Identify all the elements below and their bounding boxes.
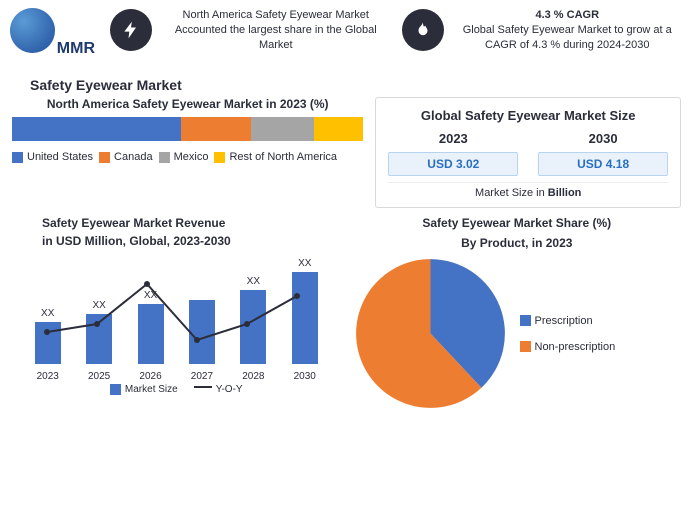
- bar-value-label: XX: [247, 276, 260, 287]
- na-legend: United States Canada Mexico Rest of North A…: [12, 151, 363, 163]
- revenue-bar: XX: [138, 304, 164, 364]
- swatch-icon: [12, 152, 23, 163]
- x-label: 2026: [139, 371, 161, 382]
- pie-row: Prescription Non-prescription: [353, 256, 682, 411]
- ms-col-2023: 2023 USD 3.02: [388, 131, 518, 176]
- header-row: MMR North America Safety Eyewear Market …: [0, 0, 693, 71]
- legend-item: Mexico: [159, 151, 209, 163]
- swatch-icon: [214, 152, 225, 163]
- legend-yoy: Y-O-Y: [194, 384, 243, 395]
- stacked-seg: [12, 117, 181, 141]
- pie-legend: Prescription Non-prescription: [520, 315, 616, 353]
- bar-value-label: XX: [92, 300, 105, 311]
- flame-icon: [402, 9, 444, 51]
- stacked-seg: [314, 117, 363, 141]
- lightning-icon: [110, 9, 152, 51]
- x-label: 2030: [294, 371, 316, 382]
- ms-value: USD 4.18: [538, 152, 668, 176]
- x-label: 2027: [191, 371, 213, 382]
- mid-row: North America Safety Eyewear Market in 2…: [0, 97, 693, 208]
- pie-legend-item: Prescription: [520, 315, 616, 327]
- revenue-bar-area: XX XX XX XX XX 2023 2025 2026 2027 2028 2030: [12, 252, 341, 382]
- market-size-panel: Global Safety Eyewear Market Size 2023 U…: [375, 97, 681, 208]
- legend-label: Rest of North America: [229, 151, 337, 163]
- legend-item: United States: [12, 151, 93, 163]
- pie-legend-label: Prescription: [535, 315, 593, 327]
- revenue-title-1: Safety Eyewear Market Revenue: [42, 216, 341, 230]
- x-label: 2028: [242, 371, 264, 382]
- page-title: Safety Eyewear Market: [30, 77, 693, 93]
- ms-col-2030: 2030 USD 4.18: [538, 131, 668, 176]
- stat2-text: 4.3 % CAGR Global Safety Eyewear Market …: [452, 8, 684, 53]
- stat-box-na-share: North America Safety Eyewear Market Acco…: [110, 8, 392, 53]
- revenue-bar: XX: [35, 322, 61, 364]
- na-chart-panel: North America Safety Eyewear Market in 2…: [12, 97, 363, 208]
- pie-title-1: Safety Eyewear Market Share (%): [353, 216, 682, 230]
- revenue-title-2: in USD Million, Global, 2023-2030: [42, 234, 341, 248]
- brand-logo: MMR: [10, 8, 100, 63]
- pie-title-2: By Product, in 2023: [353, 236, 682, 250]
- bar-value-label: XX: [41, 308, 54, 319]
- x-label: 2023: [37, 371, 59, 382]
- legend-label: Canada: [114, 151, 153, 163]
- market-size-footer: Market Size in Billion: [388, 182, 668, 199]
- pie-legend-label: Non-prescription: [535, 341, 616, 353]
- stacked-seg: [251, 117, 314, 141]
- ms-value: USD 3.02: [388, 152, 518, 176]
- ms-year: 2023: [388, 131, 518, 146]
- revenue-x-labels: 2023 2025 2026 2027 2028 2030: [22, 371, 331, 382]
- legend-market-size: Market Size: [110, 384, 178, 395]
- ms-footer-prefix: Market Size in: [475, 187, 548, 199]
- na-chart-title: North America Safety Eyewear Market in 2…: [12, 97, 363, 111]
- globe-icon: [10, 8, 55, 53]
- market-size-title: Global Safety Eyewear Market Size: [388, 108, 668, 123]
- cagr-title: 4.3 % CAGR: [452, 8, 684, 23]
- cagr-desc: Global Safety Eyewear Market to grow at …: [452, 23, 684, 53]
- legend-item: Canada: [99, 151, 153, 163]
- legend-item: Rest of North America: [214, 151, 337, 163]
- na-stacked-bar: [12, 117, 363, 141]
- revenue-chart-panel: Safety Eyewear Market Revenue in USD Mil…: [12, 216, 341, 411]
- legend-line-label: Y-O-Y: [216, 384, 243, 395]
- bar-value-label: XX: [298, 258, 311, 269]
- swatch-icon: [99, 152, 110, 163]
- ms-year: 2030: [538, 131, 668, 146]
- logo-text: MMR: [57, 40, 95, 58]
- market-size-card: Global Safety Eyewear Market Size 2023 U…: [375, 97, 681, 208]
- stacked-seg: [181, 117, 251, 141]
- swatch-icon: [159, 152, 170, 163]
- legend-bar-label: Market Size: [125, 384, 178, 395]
- stat-box-cagr: 4.3 % CAGR Global Safety Eyewear Market …: [402, 8, 684, 53]
- legend-label: United States: [27, 151, 93, 163]
- revenue-legend: Market Size Y-O-Y: [12, 384, 341, 395]
- pie-chart-panel: Safety Eyewear Market Share (%) By Produ…: [353, 216, 682, 411]
- bar-swatch-icon: [110, 384, 121, 395]
- revenue-bar: XX: [240, 290, 266, 364]
- revenue-bar: [189, 300, 215, 364]
- market-size-columns: 2023 USD 3.02 2030 USD 4.18: [388, 131, 668, 176]
- swatch-icon: [520, 315, 531, 326]
- revenue-bar: XX: [292, 272, 318, 364]
- legend-label: Mexico: [174, 151, 209, 163]
- revenue-bar: XX: [86, 314, 112, 364]
- revenue-bars: XX XX XX XX XX: [22, 264, 331, 364]
- x-label: 2025: [88, 371, 110, 382]
- swatch-icon: [520, 341, 531, 352]
- pie-legend-item: Non-prescription: [520, 341, 616, 353]
- stat1-text: North America Safety Eyewear Market Acco…: [160, 8, 392, 53]
- line-swatch-icon: [194, 386, 212, 388]
- pie-svg: [353, 256, 508, 411]
- bottom-row: Safety Eyewear Market Revenue in USD Mil…: [0, 208, 693, 411]
- ms-footer-bold: Billion: [548, 187, 582, 199]
- bar-value-label: XX: [144, 290, 157, 301]
